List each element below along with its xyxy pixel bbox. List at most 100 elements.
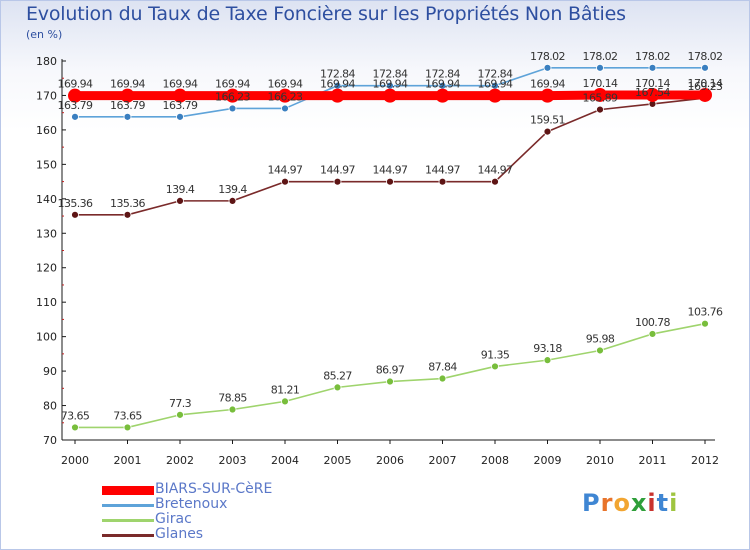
data-point-biars-sur-c-re bbox=[383, 88, 397, 103]
data-label-biars-sur-c-re: 169.94 bbox=[425, 78, 460, 91]
proxiti-logo: Proxiti bbox=[582, 489, 678, 517]
y-tick-label: 130 bbox=[36, 227, 57, 240]
legend-item-glanes: Glanes bbox=[98, 526, 338, 543]
x-tick-label: 2010 bbox=[586, 454, 614, 467]
data-point-bretenoux bbox=[123, 112, 132, 121]
x-tick-label: 2004 bbox=[271, 454, 299, 467]
data-label-bretenoux: 172.84 bbox=[425, 68, 460, 81]
data-label-bretenoux: 163.79 bbox=[110, 99, 145, 112]
data-point-glanes bbox=[123, 210, 132, 219]
data-label-biars-sur-c-re: 169.94 bbox=[530, 78, 565, 91]
x-tick-label: 2005 bbox=[324, 454, 352, 467]
data-label-glanes: 159.51 bbox=[530, 114, 565, 127]
x-tick-label: 2003 bbox=[219, 454, 247, 467]
y-tick-label: 120 bbox=[36, 262, 57, 275]
data-label-girac: 103.76 bbox=[688, 306, 723, 319]
data-point-girac bbox=[701, 319, 709, 328]
data-point-glanes bbox=[281, 177, 289, 186]
logo-letter: r bbox=[600, 489, 614, 517]
data-point-glanes bbox=[543, 127, 552, 136]
legend-item-girac: Girac bbox=[98, 511, 338, 528]
data-label-girac: 86.97 bbox=[376, 364, 405, 377]
data-point-biars-sur-c-re bbox=[488, 88, 502, 103]
data-point-biars-sur-c-re bbox=[330, 88, 345, 103]
chart-title: Evolution du Taux de Taxe Foncière sur l… bbox=[26, 3, 626, 25]
data-label-glanes: 144.97 bbox=[320, 164, 355, 177]
x-tick-label: 2002 bbox=[166, 454, 194, 467]
data-label-girac: 73.65 bbox=[113, 409, 142, 422]
data-point-girac bbox=[123, 423, 132, 432]
data-point-bretenoux bbox=[701, 63, 709, 72]
data-label-biars-sur-c-re: 169.94 bbox=[58, 78, 93, 91]
data-point-glanes bbox=[228, 196, 237, 205]
data-point-girac bbox=[71, 423, 79, 432]
data-point-biars-sur-c-re bbox=[225, 88, 240, 103]
data-point-glanes bbox=[333, 177, 342, 186]
data-label-biars-sur-c-re: 170.14 bbox=[583, 77, 618, 90]
data-point-girac bbox=[176, 410, 184, 419]
data-label-glanes: 167.54 bbox=[635, 86, 670, 99]
data-label-biars-sur-c-re: 170.14 bbox=[688, 77, 723, 90]
data-label-biars-sur-c-re: 169.94 bbox=[320, 78, 355, 91]
data-point-girac bbox=[596, 346, 604, 355]
data-point-bretenoux bbox=[71, 112, 79, 121]
data-point-glanes bbox=[176, 196, 184, 205]
x-tick-label: 2000 bbox=[61, 454, 89, 467]
legend-swatch-girac bbox=[102, 519, 154, 522]
data-point-biars-sur-c-re bbox=[593, 87, 607, 102]
legend-swatch-biars-sur-c-re bbox=[102, 486, 154, 495]
data-label-bretenoux: 178.02 bbox=[635, 50, 670, 63]
data-point-girac bbox=[228, 405, 237, 414]
logo-letter: x bbox=[630, 489, 648, 517]
legend-item-bretenoux: Bretenoux bbox=[98, 496, 338, 513]
data-label-glanes: 144.97 bbox=[478, 164, 513, 177]
legend-label-biars-sur-c-re: BIARS-SUR-CèRE bbox=[155, 481, 273, 497]
data-label-bretenoux: 166.23 bbox=[215, 90, 250, 103]
data-label-glanes: 139.4 bbox=[166, 183, 195, 196]
data-point-glanes bbox=[491, 177, 499, 186]
data-label-glanes: 139.4 bbox=[218, 183, 247, 196]
data-point-biars-sur-c-re bbox=[645, 87, 660, 102]
data-point-biars-sur-c-re bbox=[173, 88, 187, 103]
y-tick-label: 80 bbox=[43, 400, 57, 413]
y-tick-label: 160 bbox=[36, 124, 57, 137]
logo-letter: t bbox=[656, 489, 670, 517]
data-label-biars-sur-c-re: 169.94 bbox=[268, 78, 303, 91]
data-label-bretenoux: 178.02 bbox=[688, 50, 723, 63]
data-label-girac: 93.18 bbox=[533, 342, 562, 355]
data-label-girac: 87.84 bbox=[428, 361, 457, 374]
logo-letter: P bbox=[582, 489, 601, 517]
y-tick-label: 140 bbox=[36, 193, 57, 206]
y-axis-unit: (en %) bbox=[26, 28, 63, 41]
x-tick-label: 2009 bbox=[534, 454, 562, 467]
data-label-biars-sur-c-re: 169.94 bbox=[478, 78, 513, 91]
data-label-biars-sur-c-re: 169.94 bbox=[373, 78, 408, 91]
x-tick-label: 2001 bbox=[114, 454, 142, 467]
data-label-bretenoux: 178.02 bbox=[583, 50, 618, 63]
data-label-glanes: 165.89 bbox=[583, 92, 618, 105]
data-point-girac bbox=[333, 383, 342, 392]
data-point-glanes bbox=[386, 177, 394, 186]
y-tick-label: 100 bbox=[36, 331, 57, 344]
legend-swatch-bretenoux bbox=[102, 504, 154, 507]
data-point-glanes bbox=[438, 177, 447, 186]
data-label-girac: 91.35 bbox=[481, 348, 510, 361]
data-label-glanes: 135.36 bbox=[58, 197, 93, 210]
data-point-bretenoux bbox=[596, 63, 604, 72]
legend-swatch-glanes bbox=[102, 534, 154, 537]
data-point-girac bbox=[491, 362, 499, 371]
y-tick-label: 70 bbox=[43, 434, 57, 447]
data-point-glanes bbox=[596, 105, 604, 114]
data-label-biars-sur-c-re: 170.14 bbox=[635, 77, 670, 90]
data-label-bretenoux: 166.23 bbox=[268, 90, 303, 103]
x-tick-label: 2006 bbox=[376, 454, 404, 467]
data-label-girac: 85.27 bbox=[323, 369, 352, 382]
data-label-bretenoux: 163.79 bbox=[163, 99, 198, 112]
logo-letter: o bbox=[613, 489, 631, 517]
data-label-biars-sur-c-re: 169.94 bbox=[163, 78, 198, 91]
data-label-girac: 73.65 bbox=[61, 409, 90, 422]
legend-label-girac: Girac bbox=[155, 511, 192, 527]
y-tick-label: 170 bbox=[36, 89, 57, 102]
data-label-bretenoux: 163.79 bbox=[58, 99, 93, 112]
